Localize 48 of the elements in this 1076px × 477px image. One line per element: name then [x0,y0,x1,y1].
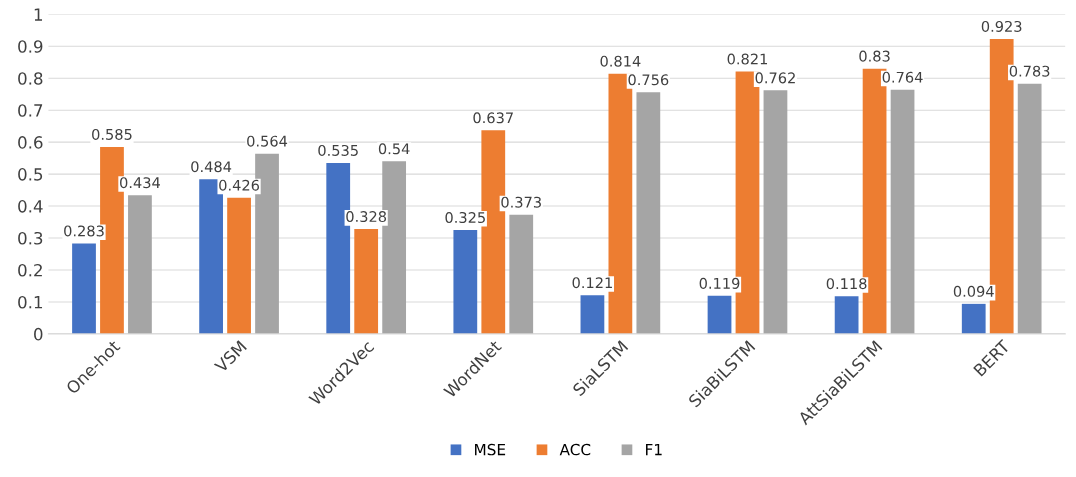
y-tick-label: 0.3 [18,231,43,245]
bar [707,295,732,334]
y-tick-label: 0.5 [18,168,43,181]
data-label: 0.373 [501,196,541,208]
y-tick-label: 1 [34,8,43,21]
data-label: 0.094 [953,285,994,297]
bar [580,295,605,334]
y-tick-label: 0.9 [18,40,43,53]
data-label: 0.484 [191,161,232,173]
y-tick-label: 0.2 [18,263,42,277]
bar [636,92,661,334]
y-tick-label: 0.8 [18,72,43,85]
data-label: 0.283 [64,225,104,237]
y-tick-label: 0.7 [18,104,43,117]
bar [961,303,986,334]
data-label: 0.434 [120,177,160,189]
y-tick-label: 0 [34,327,43,341]
bar [453,230,478,334]
y-tick-label: 0.1 [18,295,43,309]
bar [834,296,859,334]
data-label: 0.328 [346,211,387,223]
data-label: 0.119 [699,277,740,289]
data-label: 0.535 [318,144,358,156]
y-tick-label: 0.6 [18,136,43,149]
data-label: 0.121 [572,277,612,289]
data-label: 0.821 [727,53,768,65]
data-label: 0.783 [1009,65,1050,77]
data-label: 0.585 [92,128,132,140]
data-label: 0.325 [445,212,485,224]
data-label: 0.762 [755,72,795,84]
data-label: 0.564 [247,135,288,147]
bar [72,243,96,334]
data-label: 0.54 [378,143,410,155]
legend-label: MSE [475,443,506,456]
bar [763,90,788,334]
data-label: 0.923 [981,20,1022,32]
y-tick-label: 0.4 [18,200,43,213]
data-label: 0.756 [628,74,669,86]
legend-label: ACC [559,443,591,456]
data-label: 0.814 [600,55,641,67]
data-label: 0.118 [826,278,867,290]
bar [354,229,379,334]
data-label: 0.637 [473,112,513,124]
data-label: 0.83 [859,50,890,62]
data-label: 0.426 [219,179,260,191]
data-label: 0.764 [882,71,923,83]
bar [128,195,152,334]
legend-label: F1 [646,444,662,456]
